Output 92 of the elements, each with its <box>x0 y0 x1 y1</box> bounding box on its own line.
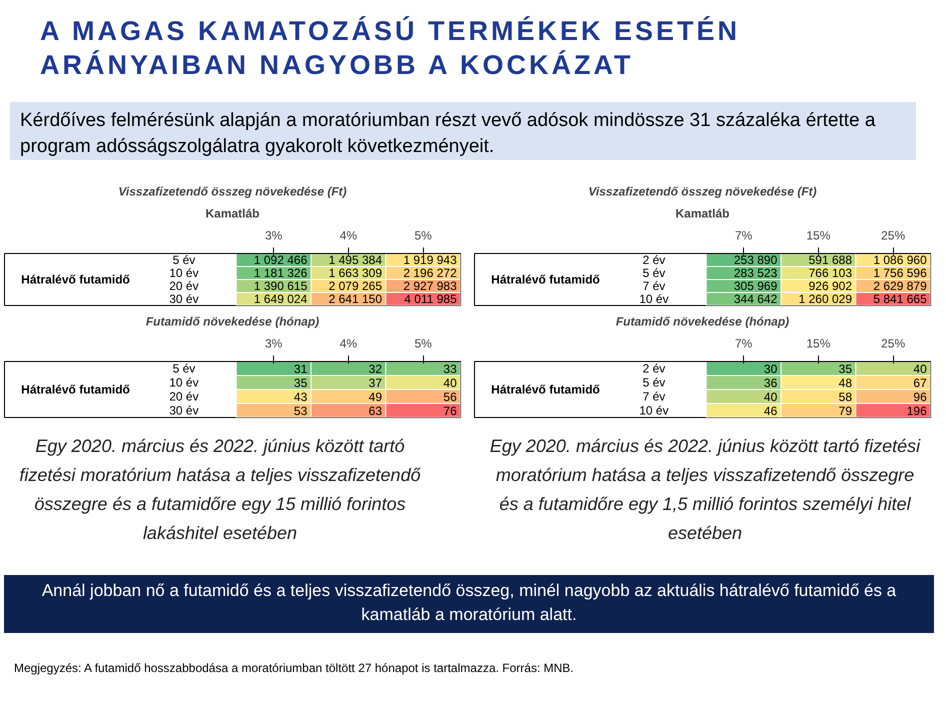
data-label: 32 <box>368 362 382 376</box>
x-tick-label: 25% <box>881 336 906 350</box>
data-label: 49 <box>368 390 382 404</box>
chart-title: Visszafizetendő összeg növekedése (Ft) <box>588 184 817 198</box>
x-tick-label: 4% <box>340 228 358 242</box>
y-tick-label: 5 év <box>172 362 196 376</box>
y-axis-title: Hátralévő futamidő <box>491 272 600 286</box>
data-label: 253 890 <box>734 253 778 267</box>
data-label: 48 <box>838 376 852 390</box>
data-label: 40 <box>764 390 778 404</box>
y-tick-label: 10 év <box>169 376 199 390</box>
y-tick-label: 5 év <box>642 376 666 390</box>
data-label: 53 <box>294 404 308 418</box>
data-label: 2 927 983 <box>403 279 458 293</box>
x-tick-label: 15% <box>806 336 831 350</box>
data-label: 67 <box>913 376 928 390</box>
text: A MAGAS KAMATOZÁSÚ TERMÉKEK ESETÉN ARÁNYAIBAN NAGYOBB A KOCKÁZAT <box>40 15 742 82</box>
data-label: 2 079 265 <box>328 279 382 293</box>
text: Megjegyzés: A futamidő hosszabbodása a moratóriumban töltött 27 hónapot is tartalmazza. Forrás: MNB. <box>14 660 574 677</box>
y-axis-title: Hátralévő futamidő <box>21 272 130 286</box>
y-tick-label: 5 év <box>642 266 666 280</box>
data-label: 40 <box>913 362 928 376</box>
data-label: 33 <box>443 362 458 376</box>
data-label: 4 011 985 <box>404 292 458 306</box>
data-label: 305 969 <box>734 279 778 293</box>
data-label: 56 <box>443 390 458 404</box>
data-label: 1 663 309 <box>328 266 382 280</box>
chart-title: Futamidő növekedése (hónap) <box>146 314 320 328</box>
y-axis-title: Hátralévő futamidő <box>491 382 600 396</box>
data-label: 36 <box>764 376 778 390</box>
data-label: 35 <box>838 362 852 376</box>
x-tick-label: 7% <box>734 336 753 350</box>
data-label: 46 <box>764 404 778 418</box>
data-label: 1 260 029 <box>798 292 852 306</box>
data-label: 37 <box>368 376 382 390</box>
text: Annál jobban nő a futamidő és a teljes visszafizetendő összeg, minél nagyobb az aktuális hátralévő futamidő és a kamatláb a moratórium alatt. <box>40 580 898 626</box>
data-label: 1 756 596 <box>873 266 928 280</box>
x-tick-label: 15% <box>806 228 831 242</box>
y-tick-label: 10 év <box>639 404 669 418</box>
data-label: 1 086 960 <box>873 253 928 267</box>
y-tick-label: 20 év <box>169 390 199 404</box>
x-axis-title: Kamatláb <box>205 206 260 220</box>
data-label: 2 629 879 <box>873 279 928 293</box>
y-tick-label: 2 év <box>642 362 666 376</box>
y-axis-title: Hátralévő futamidő <box>21 382 130 396</box>
data-label: 63 <box>368 404 382 418</box>
text: Kérdőíves felmérésünk alapján a moratóriumban részt vevő adósok mindössze 31 százaléka értette a program adósságszolgálatra gyakorolt következményeit. <box>20 109 876 159</box>
y-tick-label: 2 év <box>642 253 666 267</box>
data-label: 43 <box>294 390 308 404</box>
chart-title: Visszafizetendő összeg növekedése (Ft) <box>118 184 347 198</box>
x-tick-label: 4% <box>340 336 358 350</box>
text: Egy 2020. március és 2022. június között tartó fizetési moratórium hatása a teljes visszafizetendő összegre és a futamidőre egy 1,5 millió forintos személyi hitel esetében <box>488 435 922 545</box>
x-tick-label: 5% <box>414 228 432 242</box>
data-label: 79 <box>838 404 852 418</box>
data-label: 1 390 615 <box>254 279 308 293</box>
y-tick-label: 10 év <box>169 266 199 280</box>
data-label: 1 092 466 <box>254 253 308 267</box>
data-label: 5 841 665 <box>873 292 928 306</box>
data-label: 283 523 <box>734 266 778 280</box>
data-label: 58 <box>838 390 852 404</box>
data-label: 40 <box>443 376 458 390</box>
chart-title: Futamidő növekedése (hónap) <box>616 314 790 328</box>
data-label: 344 642 <box>734 292 778 306</box>
data-label: 591 688 <box>808 253 852 267</box>
data-label: 766 103 <box>808 266 852 280</box>
text: Egy 2020. március és 2022. június között tartó fizetési moratórium hatása a teljes visszafizetendő összegre és a futamidőre egy 15 millió forintos lakáshitel esetében <box>18 435 422 545</box>
data-label: 196 <box>906 404 928 418</box>
x-tick-label: 5% <box>414 336 432 350</box>
x-axis-title: Kamatláb <box>675 206 730 220</box>
y-tick-label: 30 év <box>169 404 199 418</box>
data-label: 1 181 326 <box>254 266 308 280</box>
y-tick-label: 5 év <box>172 253 196 267</box>
data-label: 2 641 150 <box>328 292 382 306</box>
data-label: 31 <box>294 362 308 376</box>
x-tick-label: 7% <box>734 228 753 242</box>
data-label: 96 <box>913 390 928 404</box>
data-label: 1 919 943 <box>403 253 458 267</box>
data-label: 35 <box>294 376 308 390</box>
data-label: 2 196 272 <box>403 266 458 280</box>
data-label: 30 <box>764 362 778 376</box>
data-label: 1 495 384 <box>328 253 382 267</box>
y-tick-label: 20 év <box>169 279 199 293</box>
y-tick-label: 10 év <box>639 292 669 306</box>
data-label: 1 649 024 <box>254 292 308 306</box>
x-tick-label: 3% <box>264 228 283 242</box>
x-tick-label: 25% <box>881 228 906 242</box>
data-label: 76 <box>443 404 458 418</box>
x-tick-label: 3% <box>264 336 283 350</box>
y-tick-label: 7 év <box>642 390 666 404</box>
y-tick-label: 7 év <box>642 279 666 293</box>
data-label: 926 902 <box>808 279 852 293</box>
y-tick-label: 30 év <box>169 292 199 306</box>
